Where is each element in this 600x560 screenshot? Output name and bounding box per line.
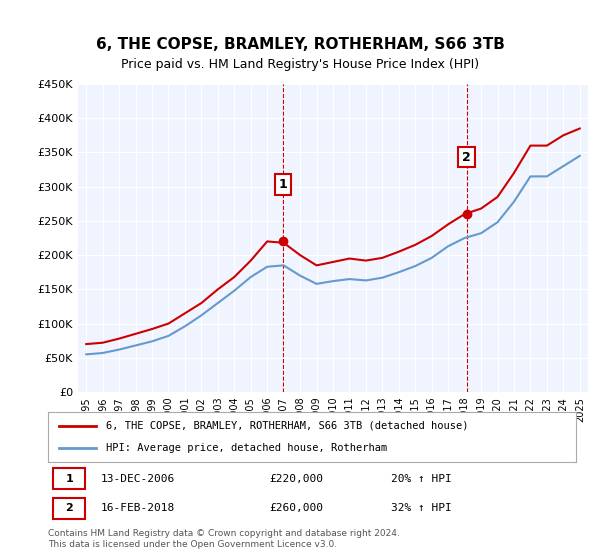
Text: Contains HM Land Registry data © Crown copyright and database right 2024.
This d: Contains HM Land Registry data © Crown c… [48,529,400,549]
Text: Price paid vs. HM Land Registry's House Price Index (HPI): Price paid vs. HM Land Registry's House … [121,58,479,71]
Text: £260,000: £260,000 [270,503,324,514]
Text: 6, THE COPSE, BRAMLEY, ROTHERHAM, S66 3TB: 6, THE COPSE, BRAMLEY, ROTHERHAM, S66 3T… [95,38,505,52]
FancyBboxPatch shape [53,498,85,519]
Text: 16-FEB-2018: 16-FEB-2018 [101,503,175,514]
Text: 1: 1 [278,178,287,191]
FancyBboxPatch shape [53,468,85,489]
Text: 2: 2 [462,151,471,164]
Text: 20% ↑ HPI: 20% ↑ HPI [391,474,452,484]
Text: 13-DEC-2006: 13-DEC-2006 [101,474,175,484]
Text: 6, THE COPSE, BRAMLEY, ROTHERHAM, S66 3TB (detached house): 6, THE COPSE, BRAMLEY, ROTHERHAM, S66 3T… [106,421,469,431]
Text: £220,000: £220,000 [270,474,324,484]
Text: 2: 2 [65,503,73,514]
Text: 1: 1 [65,474,73,484]
Text: HPI: Average price, detached house, Rotherham: HPI: Average price, detached house, Roth… [106,443,388,453]
Text: 32% ↑ HPI: 32% ↑ HPI [391,503,452,514]
